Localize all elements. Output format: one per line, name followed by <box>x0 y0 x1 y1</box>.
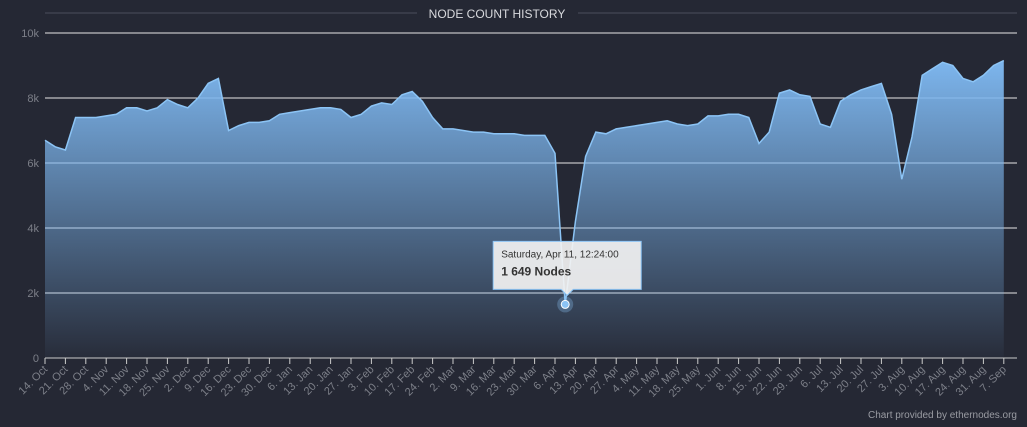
y-tick-label: 0 <box>33 353 39 365</box>
y-tick-label: 2k <box>27 288 39 300</box>
tooltip-value: 1 649 Nodes <box>501 264 571 278</box>
credits: Chart provided by ethernodes.org <box>868 410 1017 421</box>
area <box>45 60 1004 358</box>
y-tick-label: 10k <box>21 28 39 40</box>
y-tick-label: 8k <box>27 93 39 105</box>
chart-title: NODE COUNT HISTORY <box>429 7 566 21</box>
hover-point <box>560 299 570 309</box>
line <box>44 59 1005 305</box>
tooltip-date: Saturday, Apr 11, 12:24:00 <box>501 249 619 260</box>
tooltip-box <box>492 240 642 297</box>
y-tick-label: 6k <box>27 158 39 170</box>
y-tick-label: 4k <box>27 223 39 235</box>
